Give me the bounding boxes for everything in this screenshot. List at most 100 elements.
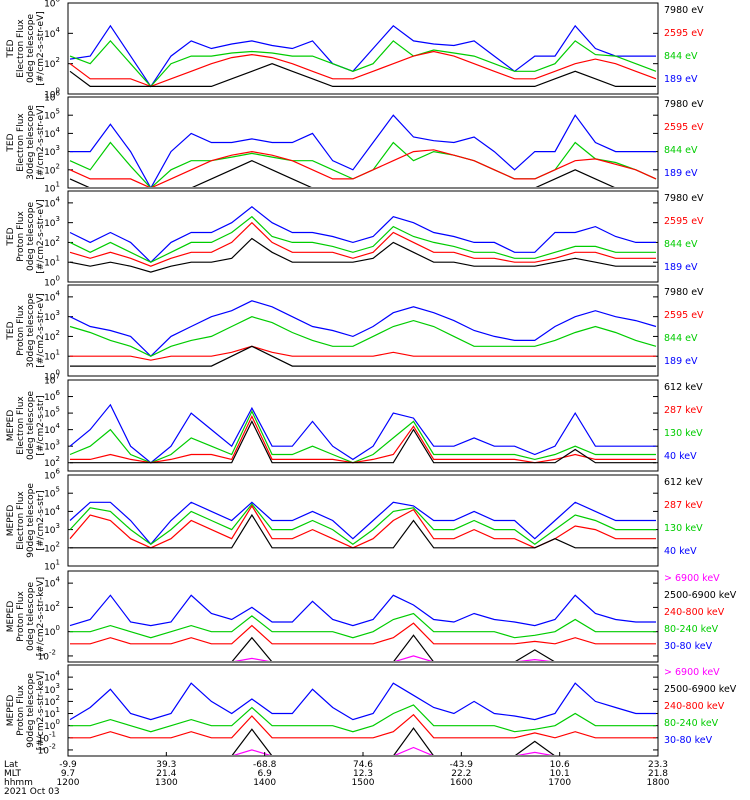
series-line-80-240-kev xyxy=(70,704,656,733)
x-tick-lat: 74.6 xyxy=(353,760,373,770)
series-line--6900-kev xyxy=(233,655,552,661)
legend-entry: 844 eV xyxy=(664,239,698,250)
legend-entry: 2595 eV xyxy=(664,122,704,133)
x-tick-hhmm: 1600 xyxy=(450,778,473,788)
y-tick-label: 106 xyxy=(44,0,60,10)
y-tick-label: 102 xyxy=(44,162,60,176)
legend-entry: 844 eV xyxy=(664,51,698,62)
y-axis-label: MEPEDProton Flux0deg telescope[#/cm2-s-s… xyxy=(6,577,46,656)
y-axis-label: MEPEDProton Flux90deg telescope[#/cm2-s-… xyxy=(6,671,46,750)
y-tick-label: 105 xyxy=(44,486,60,500)
y-tick-label: 104 xyxy=(44,26,60,40)
y-tick-label: 105 xyxy=(44,108,60,122)
y-tick-label: 104 xyxy=(44,289,60,303)
panel-frame xyxy=(67,284,659,377)
legend-entry: 844 eV xyxy=(664,145,698,156)
y-tick-label: 101 xyxy=(44,349,60,363)
series-line-612-kev xyxy=(70,513,656,549)
series-line-2595-ev xyxy=(70,345,656,361)
legend-entry: 2595 eV xyxy=(664,216,704,227)
x-tick-hhmm: 1700 xyxy=(548,778,571,788)
legend-entry: 40 keV xyxy=(664,451,697,462)
series-line-40-kev xyxy=(69,403,656,464)
y-tick-label: 103 xyxy=(44,144,60,158)
y-axis-label: TEDElectron Flux30deg telescope[#/cm2-s-… xyxy=(6,105,46,180)
series-line-287-kev xyxy=(70,414,656,464)
x-tick-hhmm: 1500 xyxy=(352,778,375,788)
y-tick-label: 102 xyxy=(44,600,60,614)
x-tick-hhmm: 1800 xyxy=(647,778,670,788)
series-line-30-80-kev xyxy=(69,594,656,627)
y-axis-label: MEPEDElectron Flux0deg telescope[#/cm2-s… xyxy=(6,391,46,461)
series-line-612-kev xyxy=(70,420,656,464)
legend-entry: 287 keV xyxy=(664,405,703,416)
legend-entry: > 6900 keV xyxy=(664,667,720,678)
y-axis-label: TEDElectron Flux0deg telescope[#/cm2-s-s… xyxy=(6,11,46,86)
x-tick-mlt: 21.4 xyxy=(156,769,176,779)
legend-entry: 189 eV xyxy=(664,262,698,273)
x-tick-hhmm: 1200 xyxy=(57,778,80,788)
series-line-189-ev xyxy=(69,300,657,358)
series-line-7980-ev xyxy=(69,63,656,88)
panel-frame xyxy=(67,2,659,95)
x-tick-lat: 23.3 xyxy=(648,760,668,770)
series-line-7980-ev xyxy=(69,160,615,187)
series-line-2500-6900-kev xyxy=(231,727,555,755)
legend-entry: 189 eV xyxy=(664,356,698,367)
series-line-287-kev xyxy=(69,504,656,549)
x-tick-hhmm: 1300 xyxy=(155,778,178,788)
legend-entry: 30-80 keV xyxy=(664,735,713,746)
y-tick-label: 103 xyxy=(44,439,60,453)
series-line-844-ev xyxy=(69,141,657,187)
x-tick-mlt: 12.3 xyxy=(353,769,373,779)
x-row-label: MLT xyxy=(4,769,22,779)
series-line-2595-ev xyxy=(69,149,657,187)
legend-entry: 612 keV xyxy=(664,382,703,393)
legend-entry: 612 keV xyxy=(664,477,703,488)
series-line-844-ev xyxy=(69,316,657,357)
series-line-2595-ev xyxy=(69,50,657,88)
y-tick-label: 102 xyxy=(44,56,60,70)
y-tick-label: 104 xyxy=(44,504,60,518)
legend-entry: 240-800 keV xyxy=(664,701,725,712)
x-tick-mlt: 9.7 xyxy=(61,769,75,779)
legend-entry: > 6900 keV xyxy=(664,573,720,584)
panel-frame xyxy=(67,664,659,757)
legend-entry: 189 eV xyxy=(664,168,698,179)
y-tick-label: 101 xyxy=(44,181,60,195)
y-tick-label: 104 xyxy=(44,422,60,436)
legend-entry: 7980 eV xyxy=(664,5,704,16)
series-line-189-ev xyxy=(70,114,656,187)
series-line-189-ev xyxy=(69,24,656,88)
x-tick-mlt: 22.2 xyxy=(451,769,471,779)
x-tick-mlt: 10.1 xyxy=(550,769,570,779)
series-line-80-240-kev xyxy=(70,612,656,639)
series-line-130-kev xyxy=(69,409,656,464)
panel-frame xyxy=(67,96,659,189)
y-tick-label: 102 xyxy=(44,540,60,554)
x-tick-lat: 10.6 xyxy=(550,760,570,770)
series-line-844-ev xyxy=(69,39,657,88)
legend-entry: 2595 eV xyxy=(664,28,704,39)
y-tick-label: 103 xyxy=(44,215,60,229)
legend-entry: 130 keV xyxy=(664,428,703,439)
series-line-2595-ev xyxy=(69,221,656,267)
legend-entry: 2500-6900 keV xyxy=(664,590,737,601)
panel-frame xyxy=(67,379,659,472)
x-tick-hhmm: 1400 xyxy=(253,778,276,788)
legend-entry: 2500-6900 keV xyxy=(664,684,737,695)
legend-entry: 40 keV xyxy=(664,546,697,557)
x-tick-lat: -68.8 xyxy=(253,760,277,770)
y-tick-label: 106 xyxy=(44,389,60,403)
series-line-30-80-kev xyxy=(69,682,656,721)
x-tick-mlt: 21.8 xyxy=(648,769,668,779)
y-tick-label: 102 xyxy=(44,235,60,249)
legend-entry: 130 keV xyxy=(664,523,703,534)
series-line-189-ev xyxy=(69,206,656,264)
